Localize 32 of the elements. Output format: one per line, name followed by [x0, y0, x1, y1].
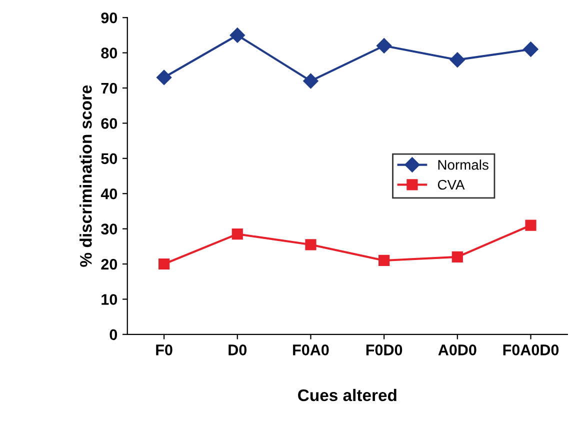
y-tick-label: 30	[101, 224, 118, 235]
point	[305, 239, 316, 250]
point	[378, 254, 390, 266]
point	[230, 28, 245, 43]
y-tick-label: 0	[110, 329, 118, 340]
point	[156, 70, 172, 86]
x-tick-label: F0	[156, 344, 172, 356]
point	[376, 38, 392, 54]
x-tick-label: D0	[228, 344, 247, 356]
y-tick-label: 20	[101, 258, 118, 270]
y-tick-label: 10	[102, 294, 118, 305]
point	[303, 73, 318, 89]
point	[232, 228, 243, 240]
point	[158, 258, 170, 270]
y-axis-title: % discrimination score	[80, 85, 92, 267]
point	[523, 42, 538, 57]
legend-label: Normals	[438, 160, 488, 170]
point	[525, 220, 536, 231]
y-tick-label: 50	[101, 153, 118, 164]
y-tick-label: 40	[100, 188, 118, 200]
y-tick-label: 80	[101, 48, 118, 58]
x-axis-title: Cues altered	[298, 388, 396, 402]
x-tick-label: A0D0	[438, 344, 476, 356]
y-tick-label: 60	[101, 118, 118, 129]
y-tick-label: 70	[101, 82, 118, 94]
y-tick-label: 90	[101, 12, 118, 24]
x-tick-label: F0A0	[293, 344, 329, 356]
point	[450, 52, 465, 68]
point	[452, 251, 463, 263]
x-tick-label: F0D0	[366, 344, 402, 356]
x-tick-label: F0A0D0	[503, 344, 559, 356]
legend-label: CVA	[438, 180, 465, 190]
